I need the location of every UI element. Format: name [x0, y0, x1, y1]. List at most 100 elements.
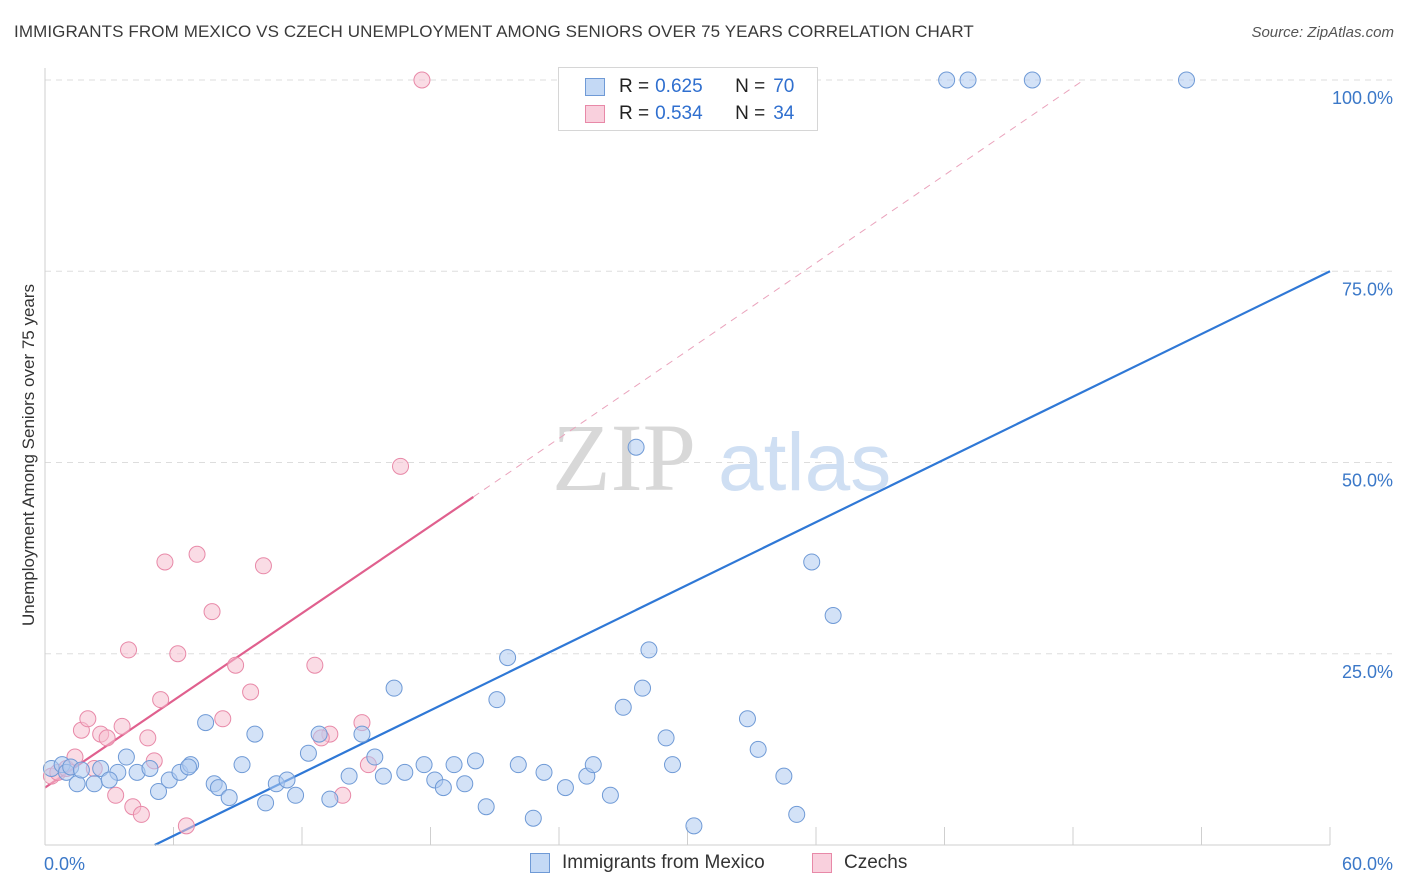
mexico-point — [466, 752, 484, 770]
czech-point — [242, 683, 260, 701]
bottom-legend-czech-label: Czechs — [844, 852, 908, 873]
legend-row-mexico: R = 0.625 N = 70 — [585, 74, 794, 100]
legend-n-label: N = — [735, 76, 766, 97]
legend-r-value: 0.625 — [655, 76, 703, 97]
mexico-point — [100, 771, 118, 789]
mexico-point — [310, 725, 328, 743]
mexico-point — [92, 760, 110, 777]
x-tick-label: 60.0% — [1342, 854, 1393, 874]
legend-swatch-mexico — [585, 78, 605, 96]
mexico-point — [197, 714, 215, 732]
mexico-point — [627, 438, 645, 456]
bottom-legend-czech: Czechs — [812, 852, 907, 874]
czech-point — [139, 729, 157, 747]
legend-n-value: 34 — [773, 103, 795, 124]
czech-point — [79, 710, 97, 728]
mexico-point — [233, 756, 251, 774]
x-tick-label: 0.0% — [44, 854, 85, 874]
y-axis-label: Unemployment Among Seniors over 75 years — [19, 284, 38, 626]
mexico-point — [374, 767, 392, 785]
watermark-atlas: atlas — [718, 417, 891, 508]
mexico-point — [499, 649, 517, 667]
mexico-point — [788, 805, 806, 823]
mexico-point — [1023, 71, 1041, 89]
mexico-point — [385, 679, 403, 697]
mexico-point — [179, 758, 197, 776]
mexico-point — [601, 786, 619, 804]
mexico-point — [445, 756, 463, 774]
y-tick-label: 25.0% — [1342, 662, 1393, 682]
tick-labels: 25.0% 50.0% 75.0% 100.0% 0.0% 60.0% — [44, 88, 1393, 874]
czech-point — [392, 457, 410, 475]
mexico-point — [524, 809, 542, 827]
mexico-point — [657, 729, 675, 747]
trend-lines — [44, 79, 1331, 846]
bottom-legend-swatch-mexico — [530, 853, 550, 873]
trendline-mexico — [154, 270, 1331, 846]
trendline-czech — [44, 496, 474, 789]
czech-point — [152, 691, 170, 709]
czech-point — [214, 710, 232, 728]
czech-point — [306, 656, 324, 674]
legend-swatch-czech — [585, 105, 605, 123]
mexico-point — [415, 756, 433, 774]
czech-point — [132, 805, 150, 823]
mexico-point — [278, 771, 296, 789]
legend-n-value: 70 — [773, 76, 795, 97]
mexico-point — [488, 691, 506, 709]
mexico-point — [366, 748, 384, 766]
mexico-point — [775, 767, 793, 785]
czech-point — [254, 557, 272, 575]
czech-point — [120, 641, 138, 659]
mexico-point — [556, 779, 574, 797]
chart-title: IMMIGRANTS FROM MEXICO VS CZECH UNEMPLOY… — [14, 22, 974, 41]
czech-point — [169, 645, 187, 663]
mexico-points — [42, 71, 1196, 835]
mexico-point — [246, 725, 264, 743]
mexico-point — [535, 763, 553, 781]
mexico-point — [456, 775, 474, 793]
mexico-point — [634, 679, 652, 697]
trendline-czech-extension — [473, 79, 1084, 498]
mexico-point — [257, 794, 275, 812]
mexico-point — [340, 767, 358, 785]
mexico-point — [640, 641, 658, 659]
mexico-point — [685, 817, 703, 835]
mexico-point — [738, 710, 756, 728]
mexico-point — [959, 71, 977, 89]
mexico-point — [664, 756, 682, 774]
czech-point — [227, 656, 245, 674]
czech-point — [203, 603, 221, 621]
mexico-point — [477, 798, 495, 816]
mexico-point — [141, 760, 159, 777]
mexico-point — [287, 786, 305, 804]
legend-n-label: N = — [735, 103, 766, 124]
bottom-legend-swatch-czech — [812, 853, 832, 873]
mexico-point — [584, 756, 602, 774]
legend-r-value: 0.534 — [655, 103, 703, 124]
mexico-point — [85, 775, 103, 793]
legend: R = 0.625 N = 70 R = 0.534 N = 34 — [558, 67, 818, 131]
legend-r-label: R = — [619, 76, 650, 97]
mexico-point — [150, 782, 168, 800]
y-tick-label: 50.0% — [1342, 471, 1393, 491]
czech-point — [413, 71, 431, 89]
mexico-point — [803, 553, 821, 571]
czech-point — [98, 729, 116, 747]
bottom-legend-mexico: Immigrants from Mexico — [530, 852, 765, 874]
mexico-point — [1178, 71, 1196, 89]
czech-point — [177, 817, 195, 835]
mexico-point — [209, 779, 227, 797]
czech-point — [107, 786, 125, 804]
mexico-point — [749, 740, 767, 758]
bottom-legend-mexico-label: Immigrants from Mexico — [562, 852, 765, 873]
mexico-point — [321, 790, 339, 808]
mexico-point — [396, 763, 414, 781]
czech-point — [188, 545, 206, 563]
legend-r-label: R = — [619, 103, 650, 124]
watermark-zip: ZIP — [552, 404, 696, 511]
mexico-point — [509, 756, 527, 774]
mexico-point — [824, 607, 842, 624]
axes — [44, 68, 1330, 846]
